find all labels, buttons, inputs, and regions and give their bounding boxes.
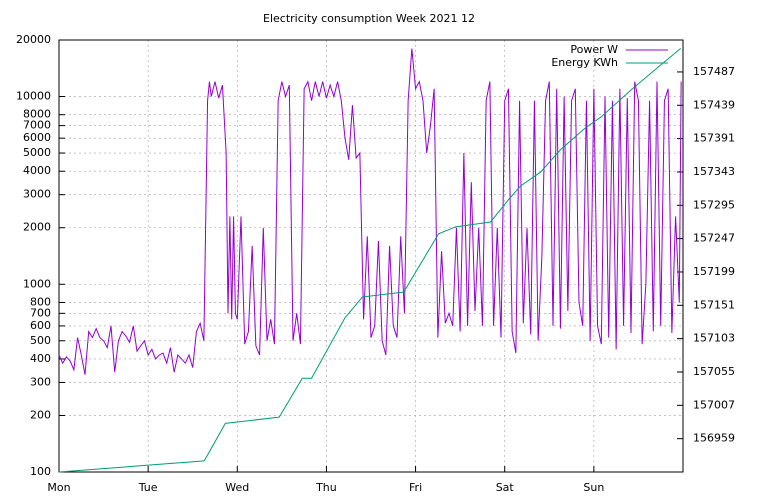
y-tick-label: 100 bbox=[30, 465, 51, 478]
x-tick-label: Sun bbox=[583, 481, 604, 494]
legend-label: Energy KWh bbox=[551, 56, 618, 69]
y2-tick-label: 156959 bbox=[693, 432, 735, 445]
y-tick-label: 7000 bbox=[23, 119, 51, 132]
x-tick-label: Fri bbox=[409, 481, 422, 494]
y-tick-label: 10000 bbox=[16, 90, 51, 103]
y-tick-label: 500 bbox=[30, 334, 51, 347]
y-tick-label: 3000 bbox=[23, 188, 51, 201]
y2-tick-label: 157151 bbox=[693, 298, 735, 311]
y2-tick-label: 157055 bbox=[693, 365, 735, 378]
y-tick-label: 8000 bbox=[23, 108, 51, 121]
y-tick-label: 1000 bbox=[23, 277, 51, 290]
series-line bbox=[58, 47, 682, 473]
y-tick-label: 6000 bbox=[23, 131, 51, 144]
y-tick-label: 2000 bbox=[23, 221, 51, 234]
y-tick-label: 300 bbox=[30, 375, 51, 388]
y2-tick-label: 157391 bbox=[693, 132, 735, 145]
x-tick-label: Thu bbox=[315, 481, 337, 494]
y-tick-label: 800 bbox=[30, 295, 51, 308]
y-tick-label: 700 bbox=[30, 306, 51, 319]
x-tick-label: Sat bbox=[496, 481, 515, 494]
x-tick-label: Mon bbox=[47, 481, 70, 494]
y-tick-label: 200 bbox=[30, 408, 51, 421]
y2-tick-label: 157247 bbox=[693, 232, 735, 245]
y2-tick-label: 157343 bbox=[693, 165, 735, 178]
series-line bbox=[58, 48, 682, 375]
y2-tick-label: 157199 bbox=[693, 265, 735, 278]
y-tick-label: 5000 bbox=[23, 146, 51, 159]
y2-tick-label: 157487 bbox=[693, 65, 735, 78]
plot-border bbox=[58, 39, 684, 473]
chart-title: Electricity consumption Week 2021 12 bbox=[263, 12, 475, 25]
y-tick-label: 20000 bbox=[16, 33, 51, 46]
x-tick-label: Tue bbox=[138, 481, 158, 494]
y-tick-label: 600 bbox=[30, 319, 51, 332]
y-tick-label: 4000 bbox=[23, 164, 51, 177]
x-tick-label: Wed bbox=[225, 481, 249, 494]
y2-tick-label: 157007 bbox=[693, 398, 735, 411]
y2-tick-label: 157439 bbox=[693, 98, 735, 111]
y2-tick-label: 157295 bbox=[693, 198, 735, 211]
y2-tick-label: 157103 bbox=[693, 332, 735, 345]
y-tick-label: 400 bbox=[30, 352, 51, 365]
legend-label: Power W bbox=[570, 43, 618, 56]
